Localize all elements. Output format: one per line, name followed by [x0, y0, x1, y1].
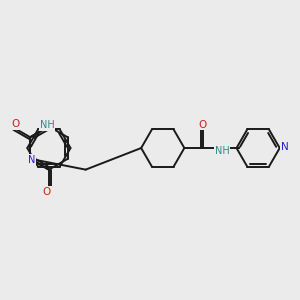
Text: O: O: [43, 187, 51, 197]
Text: NH: NH: [215, 146, 230, 156]
Text: O: O: [199, 120, 207, 130]
Text: N: N: [28, 155, 36, 165]
Text: N: N: [281, 142, 289, 152]
Text: NH: NH: [40, 121, 54, 130]
Text: O: O: [11, 119, 20, 129]
